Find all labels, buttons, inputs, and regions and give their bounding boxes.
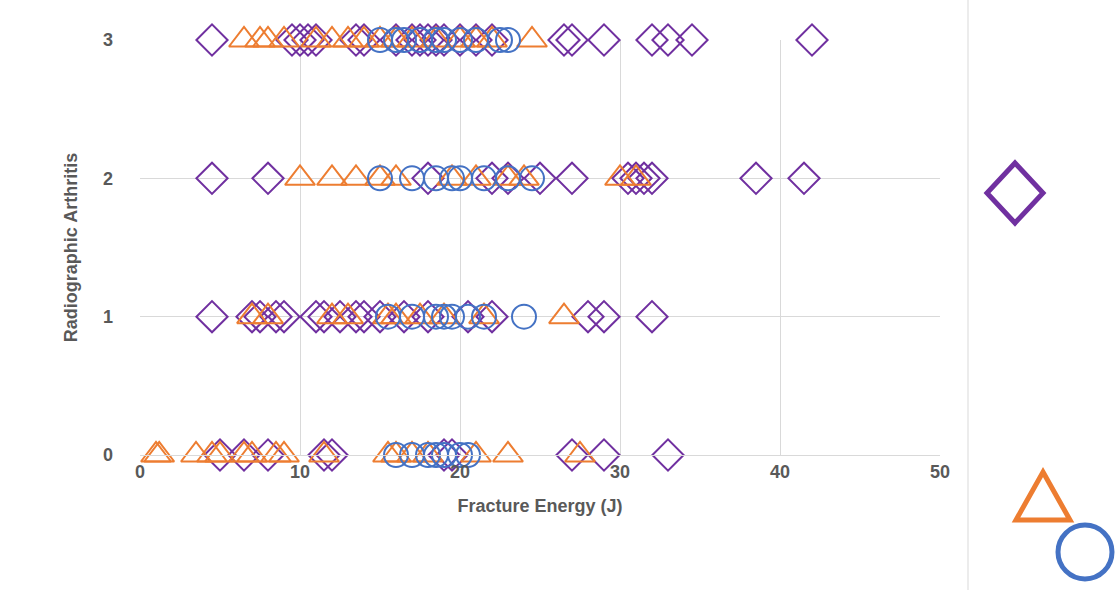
- svg-text:Fracture Energy (J): Fracture Energy (J): [457, 496, 622, 516]
- svg-text:Radiographic Arthritis: Radiographic Arthritis: [61, 153, 81, 342]
- svg-text:20: 20: [450, 462, 470, 482]
- svg-text:0: 0: [103, 445, 113, 465]
- svg-text:30: 30: [610, 462, 630, 482]
- svg-text:1: 1: [103, 307, 113, 327]
- svg-text:0: 0: [135, 462, 145, 482]
- svg-text:2: 2: [103, 169, 113, 189]
- svg-text:50: 50: [930, 462, 950, 482]
- svg-text:10: 10: [290, 462, 310, 482]
- svg-text:40: 40: [770, 462, 790, 482]
- svg-text:3: 3: [103, 30, 113, 50]
